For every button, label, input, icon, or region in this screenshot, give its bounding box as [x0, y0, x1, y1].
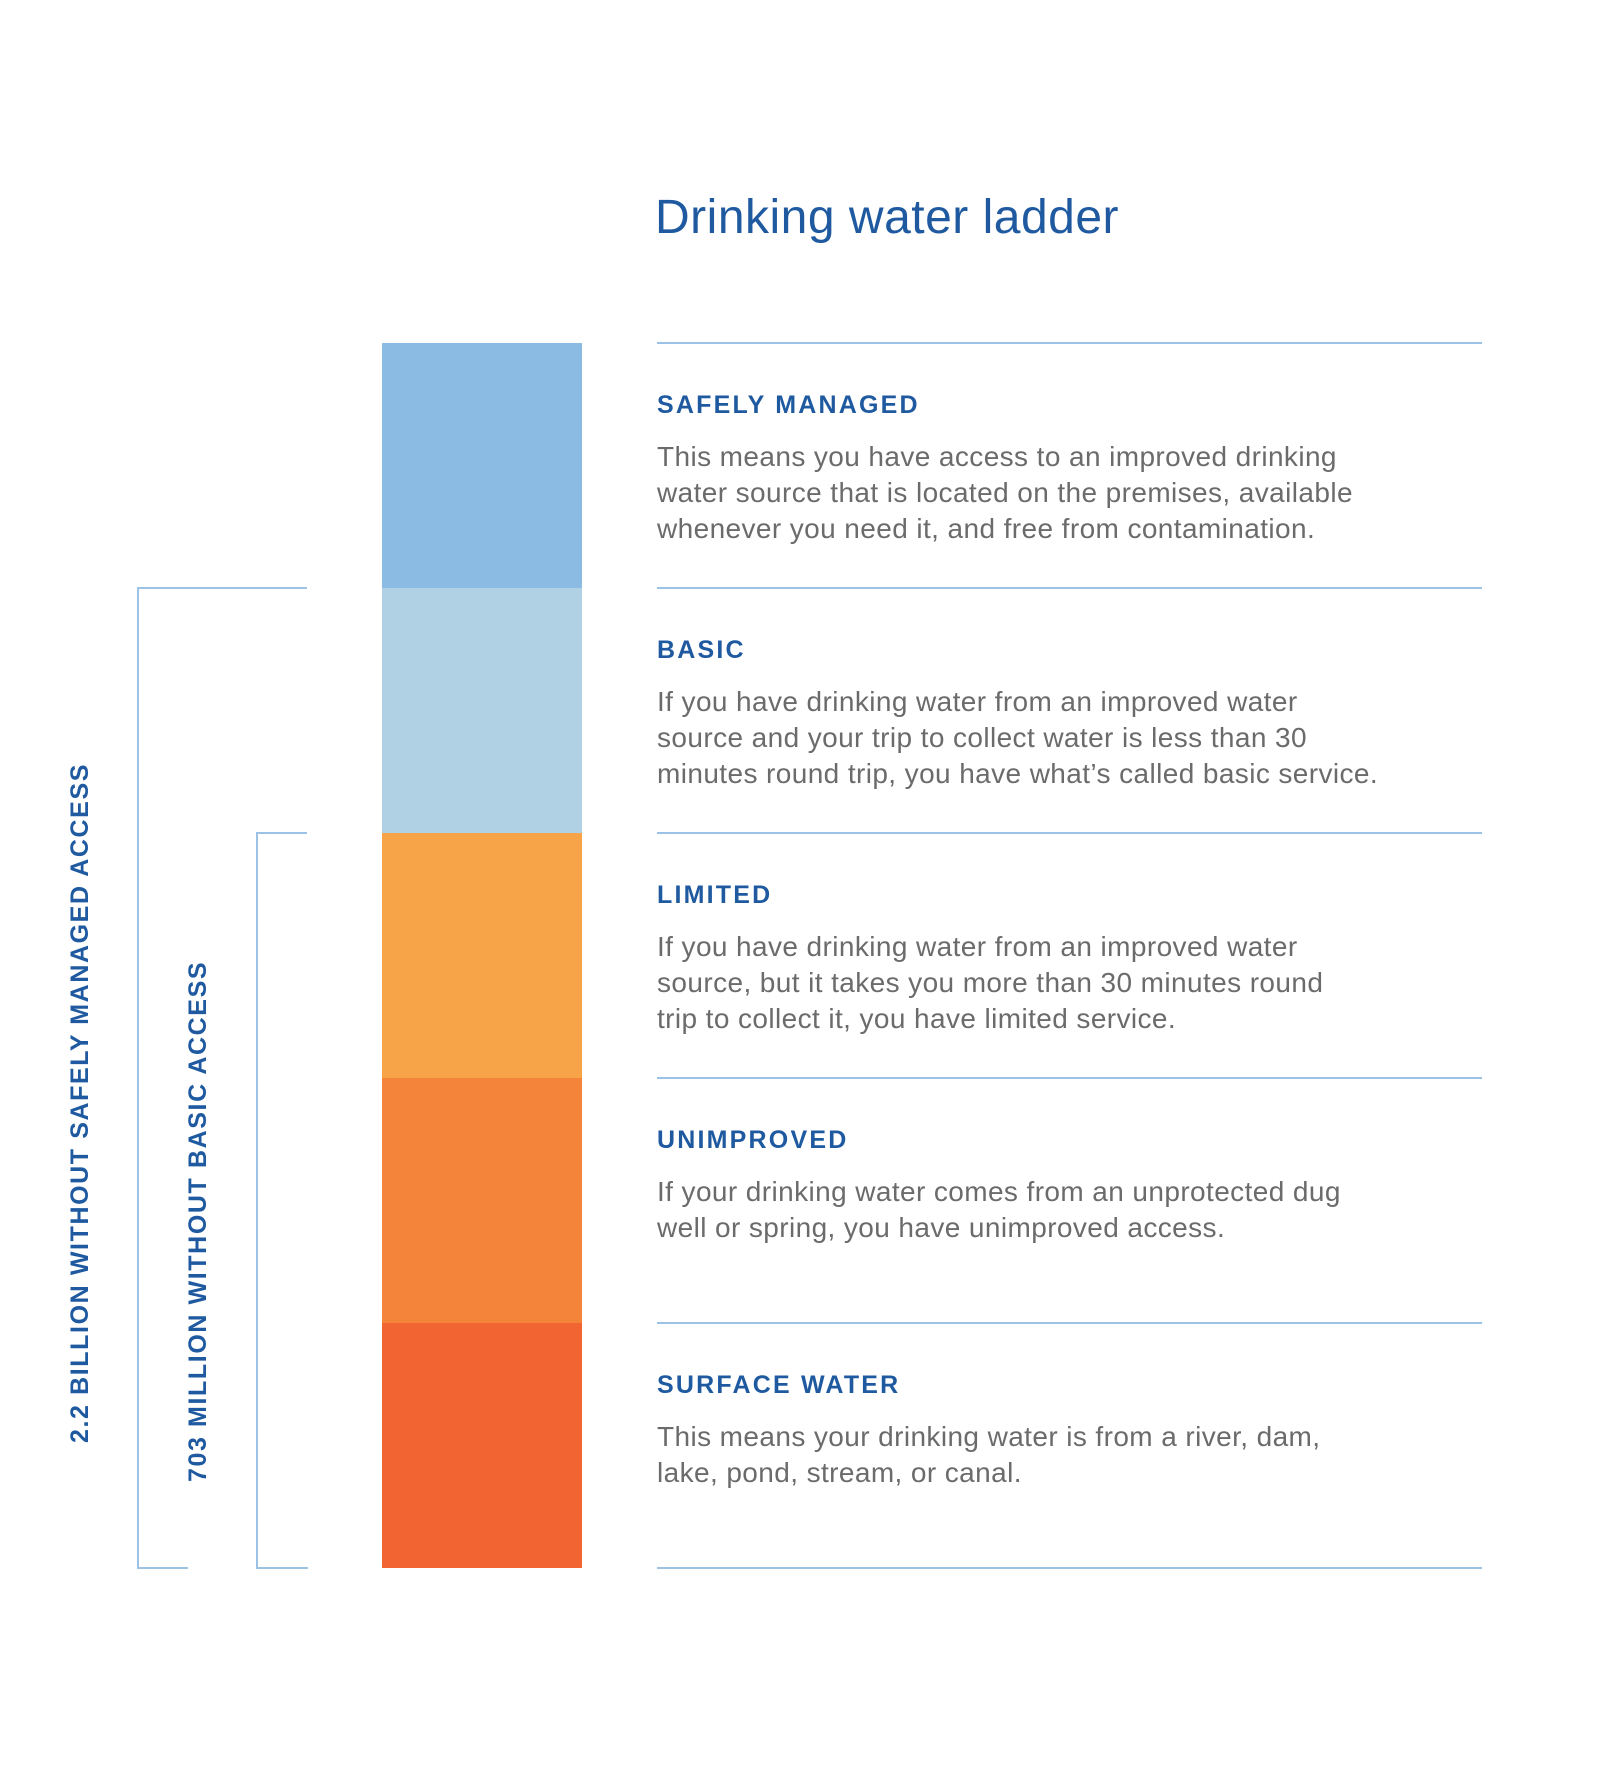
- step-description: If your drinking water comes from an unp…: [657, 1174, 1477, 1246]
- divider: [657, 1077, 1482, 1079]
- step-heading: LIMITED: [657, 881, 773, 909]
- bracket-label-outer: 2.2 BILLION WITHOUT SAFELY MANAGED ACCES…: [66, 762, 94, 1443]
- description-line: well or spring, you have unimproved acce…: [657, 1212, 1226, 1243]
- divider: [657, 342, 1482, 344]
- bracket-label-inner: 703 MILLION WITHOUT BASIC ACCESS: [184, 960, 212, 1482]
- step-description: This means you have access to an improve…: [657, 439, 1477, 547]
- step-description: If you have drinking water from an impro…: [657, 684, 1477, 792]
- divider: [657, 587, 1482, 589]
- description-line: If you have drinking water from an impro…: [657, 931, 1298, 962]
- description-line: This means you have access to an improve…: [657, 441, 1337, 472]
- bracket-top-line: [137, 587, 307, 589]
- step-heading: SAFELY MANAGED: [657, 391, 920, 419]
- description-line: If your drinking water comes from an unp…: [657, 1176, 1341, 1207]
- bracket-bottom-line: [256, 1567, 308, 1569]
- bracket-vertical-line: [137, 587, 139, 1569]
- step-description: This means your drinking water is from a…: [657, 1419, 1477, 1491]
- bracket-vertical-line: [256, 832, 258, 1569]
- bracket-top-line: [256, 832, 307, 834]
- description-line: source and your trip to collect water is…: [657, 722, 1307, 753]
- step-heading: SURFACE WATER: [657, 1371, 901, 1399]
- description-line: minutes round trip, you have what’s call…: [657, 758, 1379, 789]
- description-line: source, but it takes you more than 30 mi…: [657, 967, 1324, 998]
- step-description: If you have drinking water from an impro…: [657, 929, 1477, 1037]
- bar-segment-unimproved: [382, 1078, 582, 1323]
- page-title: Drinking water ladder: [655, 191, 1120, 244]
- divider: [657, 832, 1482, 834]
- bar-segment-basic: [382, 588, 582, 833]
- bar-segment-surface-water: [382, 1323, 582, 1568]
- description-line: trip to collect it, you have limited ser…: [657, 1003, 1177, 1034]
- bracket-bottom-line: [137, 1567, 188, 1569]
- description-line: This means your drinking water is from a…: [657, 1421, 1321, 1452]
- description-line: If you have drinking water from an impro…: [657, 686, 1298, 717]
- description-line: water source that is located on the prem…: [657, 477, 1353, 508]
- bar-segment-limited: [382, 833, 582, 1078]
- description-line: lake, pond, stream, or canal.: [657, 1457, 1022, 1488]
- bar-segment-safely-managed: [382, 343, 582, 588]
- divider: [657, 1567, 1482, 1569]
- step-heading: BASIC: [657, 636, 746, 664]
- divider: [657, 1322, 1482, 1324]
- description-line: whenever you need it, and free from cont…: [657, 513, 1316, 544]
- step-heading: UNIMPROVED: [657, 1126, 849, 1154]
